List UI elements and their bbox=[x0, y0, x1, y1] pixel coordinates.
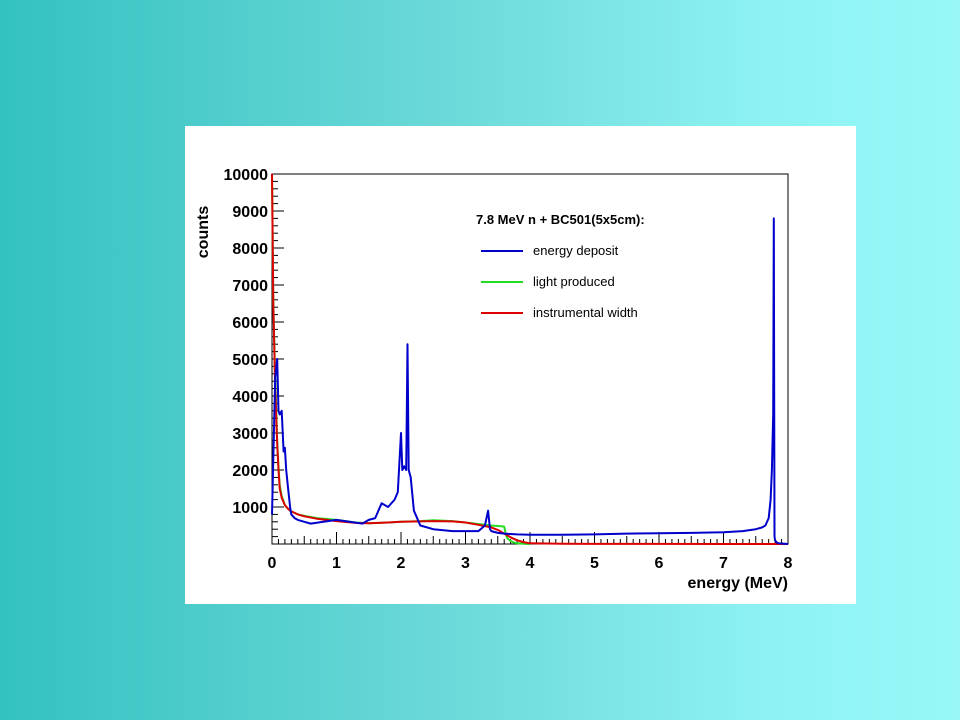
x-tick-label: 8 bbox=[784, 555, 793, 572]
y-tick-label: 4000 bbox=[232, 389, 268, 406]
y-tick-label: 5000 bbox=[232, 352, 268, 369]
legend-entry: energy deposit bbox=[533, 243, 619, 258]
y-tick-label: 1000 bbox=[232, 500, 268, 517]
series-line-energy-deposit bbox=[271, 217, 789, 545]
x-tick-label: 2 bbox=[397, 555, 406, 572]
x-tick-label: 4 bbox=[526, 555, 535, 572]
legend-entry: instrumental width bbox=[533, 305, 638, 320]
y-tick-label: 6000 bbox=[232, 315, 268, 332]
x-tick-label: 0 bbox=[268, 555, 277, 572]
y-tick-label: 7000 bbox=[232, 278, 268, 295]
x-tick-label: 5 bbox=[590, 555, 599, 572]
series-line-light-produced bbox=[271, 173, 531, 545]
y-tick-label: 10000 bbox=[224, 167, 269, 184]
y-tick-label: 8000 bbox=[232, 241, 268, 258]
plot-frame bbox=[271, 173, 789, 545]
x-tick-label: 1 bbox=[332, 555, 341, 572]
x-tick-label: 7 bbox=[719, 555, 728, 572]
y-axis-title: counts bbox=[195, 206, 212, 259]
legend-entry: light produced bbox=[533, 274, 615, 289]
legend-title: 7.8 MeV n + BC501(5x5cm): bbox=[476, 212, 645, 227]
y-tick-label: 2000 bbox=[232, 463, 268, 480]
x-axis-title: energy (MeV) bbox=[688, 575, 788, 592]
x-tick-label: 3 bbox=[461, 555, 470, 572]
y-tick-label: 3000 bbox=[232, 426, 268, 443]
spectrum-plot: 0 1 2 3 4 5 6 7 8 1000 2000 3000 4000 5000 6000 7000 800… bbox=[195, 167, 793, 592]
x-tick-label: 6 bbox=[655, 555, 664, 572]
series-line-instrumental-width bbox=[271, 173, 788, 545]
chart-panel: 0 1 2 3 4 5 6 7 8 1000 2000 3000 4000 5000 6000 7000 800… bbox=[185, 126, 856, 604]
y-tick-label: 9000 bbox=[232, 204, 268, 221]
